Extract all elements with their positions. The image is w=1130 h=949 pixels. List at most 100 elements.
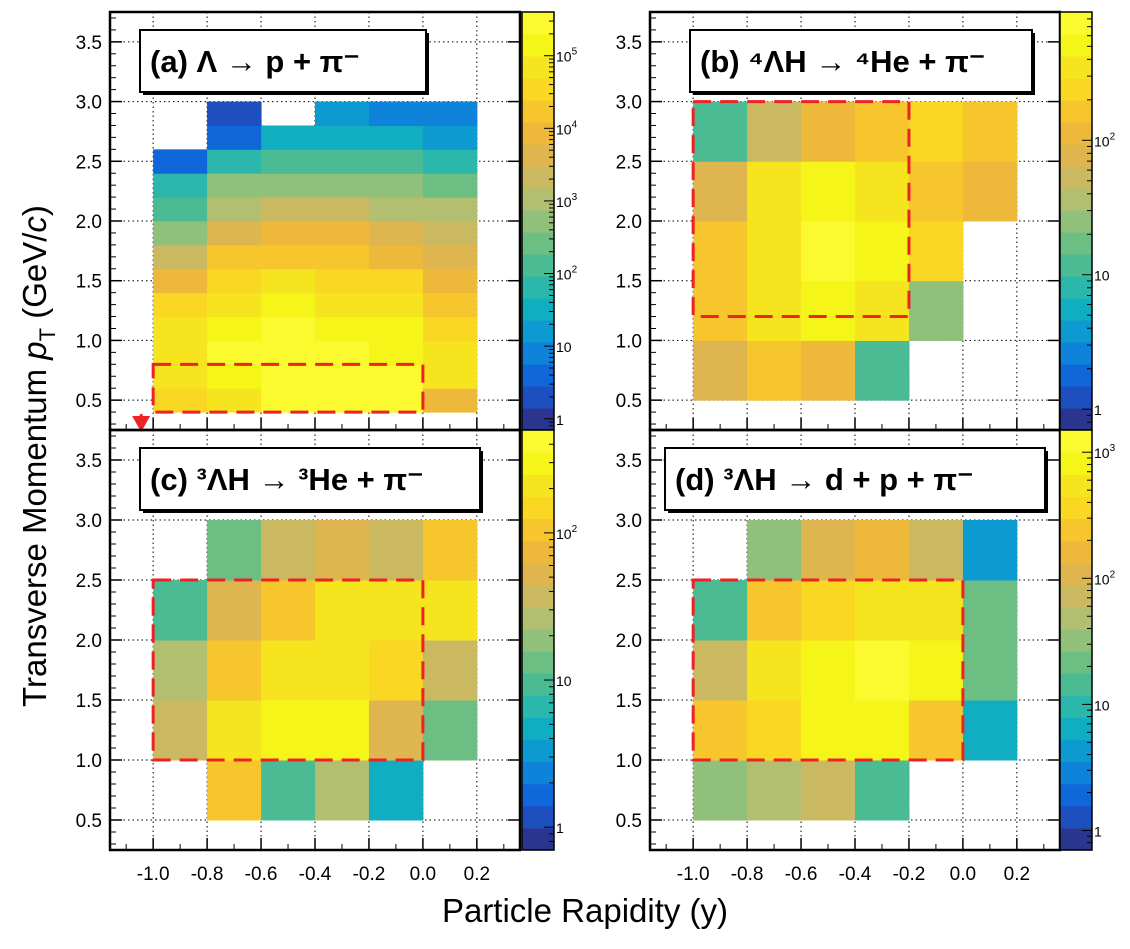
panel-label-text: (d) ³ΛH → d + p + π⁻ bbox=[675, 462, 973, 497]
colorbar-segment bbox=[1060, 408, 1092, 431]
y-axis-title-close: ) bbox=[16, 205, 53, 216]
colorbar-segment bbox=[1060, 496, 1092, 520]
colorbar-segment bbox=[1060, 562, 1092, 586]
heatmap-cell bbox=[368, 760, 424, 821]
heatmap-cell bbox=[368, 364, 424, 389]
colorbar-d: 1 10 102 103 bbox=[1059, 429, 1116, 851]
panel-label-reaction: ³ΛH → d + p + π⁻ bbox=[723, 462, 973, 497]
panel-label-tag: (a) bbox=[150, 44, 197, 79]
heatmap-cell bbox=[153, 364, 208, 389]
colorbar-segment bbox=[522, 408, 554, 431]
heatmap-cell bbox=[315, 268, 370, 294]
colorbar-tick-label: 104 bbox=[556, 119, 578, 137]
heatmap-cell bbox=[801, 101, 856, 162]
panel-label-text: (a) Λ → p + π⁻ bbox=[150, 44, 360, 79]
heatmap-cell bbox=[693, 280, 748, 341]
heatmap-cell bbox=[315, 700, 370, 761]
heatmap-cell bbox=[368, 640, 424, 701]
colorbar-segment bbox=[522, 254, 554, 277]
heatmap-cell bbox=[261, 580, 316, 641]
heatmap-cell bbox=[315, 760, 370, 821]
panel-label-box bbox=[139, 29, 427, 93]
heatmap-cell bbox=[261, 388, 316, 413]
colorbar-segment bbox=[522, 166, 554, 189]
heatmap-cell bbox=[422, 388, 478, 413]
colorbar-segment bbox=[1060, 717, 1092, 741]
panel-d: 0.5 1.0 1.5 2.0 2.5 3.0 3.5 -1.0 -0.8 -0.6 -0.4 -0.… bbox=[616, 428, 1116, 885]
heatmap-cell bbox=[153, 173, 208, 198]
colorbar-segment bbox=[1060, 320, 1092, 343]
heatmap-cell bbox=[315, 316, 370, 341]
heatmap-cell bbox=[801, 580, 856, 641]
x-ticks-c: -1.0 -0.8 -0.6 -0.4 -0.2 0.0 0.2 bbox=[125, 838, 505, 885]
heatmap-cell bbox=[747, 640, 802, 701]
heatmap-cell bbox=[315, 101, 370, 126]
arrow-head bbox=[132, 416, 151, 432]
heatmap-cell bbox=[261, 268, 316, 294]
colorbar-segment bbox=[522, 386, 554, 409]
heatmap-cell bbox=[747, 161, 802, 222]
heatmap-cell bbox=[315, 197, 370, 222]
heatmap-cell bbox=[693, 640, 748, 701]
colorbar-segment bbox=[522, 276, 554, 299]
colorbar-segment bbox=[1060, 673, 1092, 696]
heatmap-cell bbox=[315, 221, 370, 246]
heatmap-cell bbox=[693, 580, 748, 641]
y-ticks-b: 0.5 1.0 1.5 2.0 2.5 3.0 3.5 bbox=[616, 17, 1060, 425]
colorbar-tick-label: 1 bbox=[1094, 823, 1102, 839]
colorbar-segment bbox=[522, 78, 554, 101]
x-ticks-d: -1.0 -0.8 -0.6 -0.4 -0.2 0.0 0.2 bbox=[665, 838, 1045, 885]
panel-label-reaction: ³ΛH → ³He + π⁻ bbox=[197, 462, 424, 497]
x-axis-title: Particle Rapidity (y) bbox=[442, 892, 728, 929]
heatmap-cell bbox=[855, 221, 910, 282]
heatmap-cell bbox=[422, 268, 478, 294]
colorbar-segment bbox=[522, 695, 554, 718]
colorbar-tick-label: 10 bbox=[1094, 268, 1110, 284]
heatmap-cell bbox=[368, 520, 424, 581]
colorbar-b: 1 10 102 bbox=[1059, 11, 1116, 431]
colorbar-segment bbox=[1060, 56, 1092, 79]
heatmap-cell bbox=[207, 268, 262, 294]
heatmap-cell bbox=[207, 364, 262, 389]
panel-label-d: (d) ³ΛH → d + p + π⁻ bbox=[664, 447, 1048, 513]
colorbar-segment bbox=[522, 298, 554, 321]
panel-label-c: (c) ³ΛH → ³He + π⁻ bbox=[139, 447, 483, 513]
colorbar-segment bbox=[1060, 386, 1092, 409]
heatmap-cell bbox=[801, 760, 856, 821]
y-tick-label: 1.5 bbox=[616, 691, 642, 712]
colorbar-segment bbox=[522, 210, 554, 233]
colorbar-tick-label: 103 bbox=[1094, 443, 1116, 461]
colorbar-segment bbox=[1060, 474, 1092, 497]
y-tick-label: 3.5 bbox=[616, 451, 642, 472]
heatmap-cell bbox=[962, 161, 1018, 222]
heatmap-cell bbox=[261, 197, 316, 222]
colorbar-segment bbox=[522, 188, 554, 211]
x-tick-label: -1.0 bbox=[677, 864, 710, 885]
heatmap-cell bbox=[801, 280, 856, 341]
heatmap-cell bbox=[153, 640, 208, 701]
x-tick-label: 0.2 bbox=[1004, 864, 1030, 885]
heatmap-cell bbox=[422, 640, 478, 701]
heatmap-cell bbox=[207, 760, 262, 821]
y-tick-label: 3.5 bbox=[76, 451, 102, 472]
heatmap-cell bbox=[207, 580, 262, 641]
heatmap-cell bbox=[153, 340, 208, 365]
y-tick-label: 2.0 bbox=[616, 631, 642, 652]
y-axis-title-p: p bbox=[16, 341, 53, 360]
heatmap-cell bbox=[207, 221, 262, 246]
colorbar-segment bbox=[1060, 518, 1092, 542]
colorbar-tick-label: 10 bbox=[556, 339, 572, 355]
heatmap-cell bbox=[855, 101, 910, 162]
x-ticks-a bbox=[125, 418, 505, 430]
heatmap-cell bbox=[207, 520, 262, 581]
heatmap-cell bbox=[747, 760, 802, 821]
colorbar-segment bbox=[1060, 739, 1092, 763]
colorbar-segment bbox=[522, 342, 554, 365]
heatmap-cell bbox=[368, 244, 424, 270]
y-tick-label: 3.0 bbox=[616, 511, 642, 532]
y-ticks-a: 0.5 1.0 1.5 2.0 2.5 3.0 3.5 bbox=[76, 17, 520, 425]
heatmap-cell bbox=[315, 244, 370, 270]
heatmap-cell bbox=[315, 125, 370, 150]
heatmap-cell bbox=[368, 125, 424, 150]
y-tick-label: 2.0 bbox=[76, 631, 102, 652]
